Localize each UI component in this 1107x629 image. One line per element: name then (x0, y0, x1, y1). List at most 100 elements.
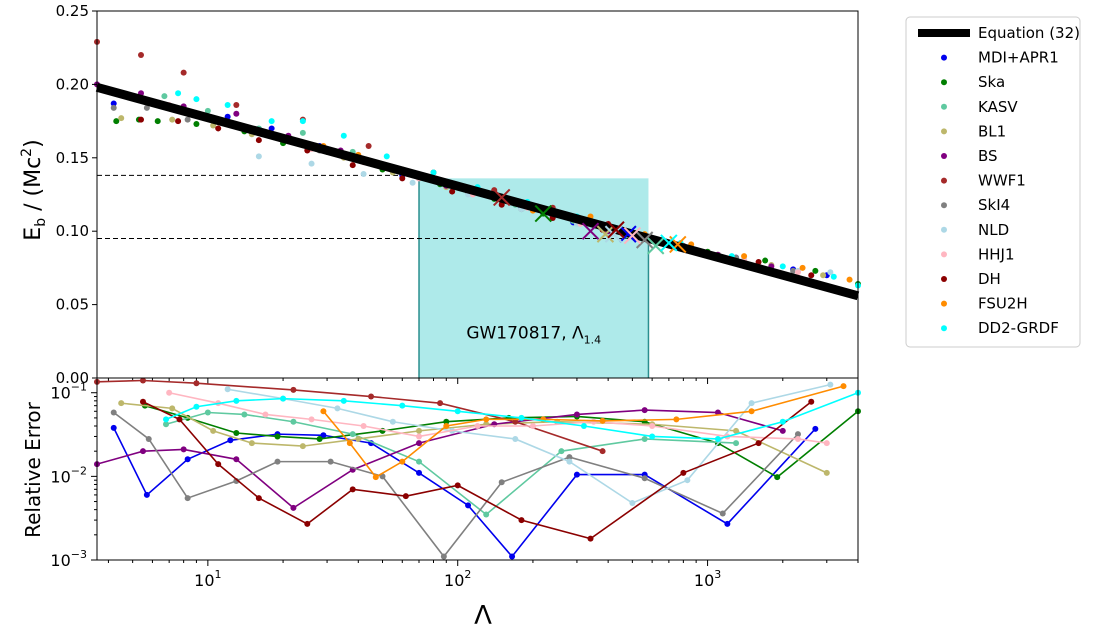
cross-b-9 (607, 221, 625, 239)
fit-line (95, 82, 860, 301)
cross-marker-3 (596, 225, 615, 243)
top-ytick-label-3: 0.15 (56, 149, 89, 167)
legend-label-9: DH (978, 270, 1001, 288)
top-ytick-label-0: 0.00 (56, 369, 89, 387)
cross-marker-2 (646, 237, 665, 255)
error-point-11-6 (454, 408, 461, 415)
error-line-11 (165, 391, 859, 440)
error-point-2-6 (483, 511, 490, 518)
cross-b-8 (623, 226, 642, 245)
ylabel-close: ) (21, 139, 46, 148)
bottom-y-ticks: 10−1 10−2 10−3 (50, 381, 97, 570)
error-point-6-10 (641, 475, 648, 482)
point-1-14 (762, 257, 769, 264)
error-line-2 (165, 411, 737, 516)
point-2-1 (204, 107, 211, 114)
point-9-7 (449, 188, 456, 195)
legend-label-1: Ska (978, 73, 1005, 91)
error-point-4-8 (573, 411, 580, 418)
bot-ytick-label-2: 10−3 (50, 548, 87, 570)
point-11-14 (779, 263, 786, 270)
error-line-9 (142, 401, 812, 540)
error-point-0-10 (573, 471, 580, 478)
error-point-8-4 (360, 423, 367, 430)
legend-label-10: FSU2H (978, 295, 1028, 313)
error-point-0-7 (416, 469, 423, 476)
error-point-3-5 (355, 435, 362, 442)
legend: Equation (32) MDI+APR1 Ska KASV BL1 BS WWF1 SkI… (905, 16, 1081, 348)
error-point-0-1 (143, 491, 150, 498)
error-point-7-10 (827, 381, 834, 388)
error-point-6-7 (440, 553, 447, 560)
point-11-3 (268, 118, 275, 125)
band-label: GW170817, Λ1.4 (466, 323, 601, 346)
error-point-9-6 (402, 493, 409, 500)
error-point-4-11 (779, 427, 786, 434)
point-10-11 (846, 276, 853, 283)
point-0-2 (268, 125, 275, 132)
error-point-6-9 (566, 454, 573, 461)
error-point-5-4 (368, 393, 375, 400)
error-point-11-5 (399, 402, 406, 409)
error-point-10-3 (399, 458, 406, 465)
error-point-3-11 (823, 469, 830, 476)
error-point-9-5 (349, 486, 356, 493)
error-point-0-13 (812, 425, 819, 432)
ylabel-sub: b (33, 218, 49, 227)
point-0-0 (110, 100, 117, 107)
legend-swatch-10 (941, 300, 947, 307)
error-point-11-0 (163, 416, 170, 423)
error-point-1-4 (316, 435, 323, 442)
legend-label-5: WWF1 (978, 172, 1026, 190)
error-point-0-3 (227, 437, 234, 444)
error-point-10-4 (443, 423, 450, 430)
error-point-11-7 (518, 414, 525, 421)
point-11-6 (383, 153, 390, 160)
error-line-3 (121, 402, 828, 474)
error-point-4-4 (290, 504, 297, 511)
cross-marker-1 (534, 204, 552, 223)
point-11-5 (340, 132, 347, 139)
error-point-2-0 (163, 421, 170, 428)
error-point-7-2 (334, 405, 341, 412)
point-6-0 (110, 104, 117, 111)
legend-swatch-6 (941, 202, 947, 209)
point-7-1 (308, 160, 315, 167)
error-point-2-5 (416, 458, 423, 465)
legend-swatch-3 (941, 128, 947, 135)
legend-fit-label: Equation (32) (978, 24, 1080, 42)
point-2-0 (161, 93, 168, 100)
point-9-3 (255, 137, 262, 144)
error-point-3-0 (118, 400, 125, 407)
error-point-6-12 (794, 431, 801, 438)
error-point-9-1 (176, 416, 183, 423)
legend-swatch-9 (941, 276, 947, 282)
legend-label-4: BS (978, 147, 998, 165)
error-point-1-11 (774, 474, 781, 481)
ylabel-main: E (21, 227, 46, 241)
cross-marker-9 (607, 221, 625, 239)
error-point-8-12 (823, 440, 830, 447)
point-3-1 (169, 116, 176, 123)
error-point-7-6 (566, 458, 573, 465)
error-point-10-1 (346, 440, 353, 447)
error-point-3-10 (733, 427, 740, 434)
error-point-7-9 (748, 400, 755, 407)
error-point-4-3 (233, 456, 240, 463)
error-point-8-3 (308, 416, 315, 423)
error-point-2-2 (241, 411, 248, 418)
bot-ytick-label-0: 10−1 (50, 381, 87, 403)
point-11-1 (193, 96, 200, 103)
error-point-11-3 (280, 395, 287, 402)
legend-label-6: SkI4 (978, 196, 1010, 214)
point-9-5 (349, 162, 356, 169)
error-point-8-9 (649, 423, 656, 430)
error-point-10-8 (673, 416, 680, 423)
error-point-9-11 (755, 440, 762, 447)
error-point-8-11 (794, 435, 801, 442)
error-point-10-2 (372, 474, 379, 481)
error-point-10-7 (599, 417, 606, 424)
error-point-1-6 (443, 418, 450, 425)
cross-b-4 (581, 222, 600, 240)
point-11-15 (830, 273, 837, 280)
